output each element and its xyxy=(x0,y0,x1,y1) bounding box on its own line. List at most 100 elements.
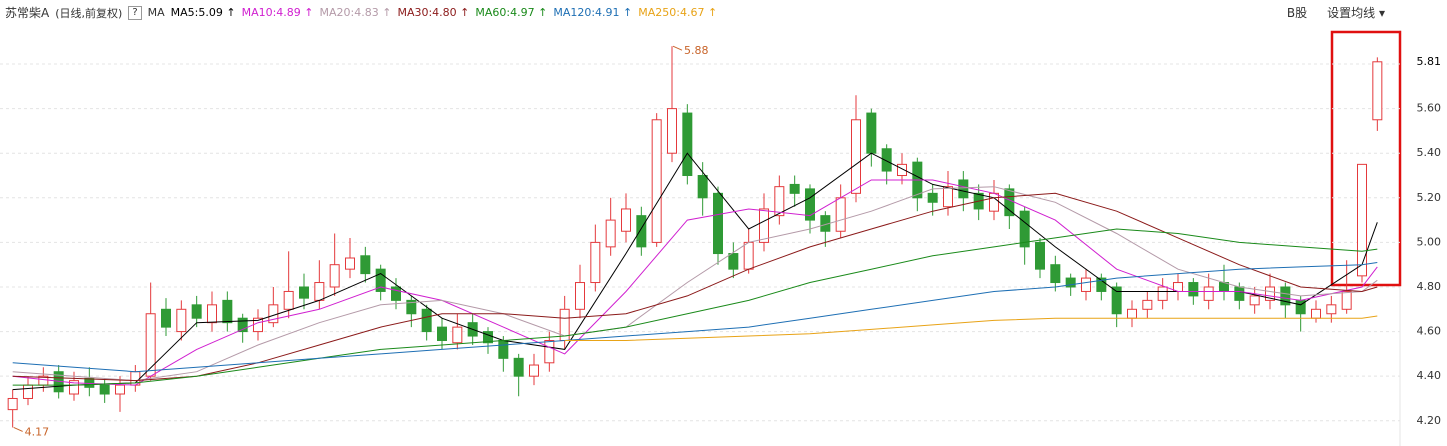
candle-body xyxy=(1357,163,1367,277)
candle-body xyxy=(283,290,294,310)
ma-legend: MA10:4.89 ↑ xyxy=(241,6,314,19)
candle-body xyxy=(222,299,233,324)
candle-body xyxy=(866,112,877,154)
candle-body xyxy=(406,299,417,315)
candle-body xyxy=(621,208,631,232)
candle-body xyxy=(1111,286,1122,315)
ma-legend: MA30:4.80 ↑ xyxy=(397,6,470,19)
b-share-link[interactable]: B股 xyxy=(1286,6,1308,20)
candle-body xyxy=(161,308,171,328)
candle-body xyxy=(329,264,340,288)
ma-line xyxy=(12,186,1378,382)
candle-body xyxy=(1081,277,1091,292)
candle-body xyxy=(1035,241,1045,270)
y-tick-label: 5.20 xyxy=(1417,191,1442,204)
candle-body xyxy=(989,192,999,212)
candle-body xyxy=(651,119,662,243)
candle-body xyxy=(1127,308,1137,319)
candle-body xyxy=(1203,286,1214,301)
ma-legend: MA5:5.09 ↑ xyxy=(170,6,236,19)
candle-body xyxy=(759,208,769,243)
ma-line xyxy=(12,228,1378,386)
stock-title: 苏常柴A xyxy=(5,6,50,20)
candle-body xyxy=(590,241,601,284)
chart-subtitle: (日线,前复权) xyxy=(55,6,123,20)
candle-body xyxy=(1234,286,1245,301)
y-tick-label: 5.60 xyxy=(1417,102,1442,115)
candle-body xyxy=(1311,308,1321,319)
annotation-arrow xyxy=(672,45,683,51)
candle-body xyxy=(1157,286,1168,301)
ma-line xyxy=(564,315,1378,341)
candle-body xyxy=(1050,264,1061,284)
candle-body xyxy=(774,186,785,217)
annotation-arrow xyxy=(13,427,23,432)
help-button[interactable]: ? xyxy=(128,5,142,20)
candle-body xyxy=(958,179,969,199)
candle-body xyxy=(1372,61,1383,121)
candle-body xyxy=(1004,188,1015,217)
candle-body xyxy=(421,308,432,333)
current-price: 5.81 xyxy=(1417,55,1442,68)
candle-body xyxy=(7,397,18,411)
candle-body xyxy=(605,219,616,248)
candle-body xyxy=(1188,282,1199,297)
candle-body xyxy=(544,340,555,364)
price-tag xyxy=(1414,54,1442,69)
candle-body xyxy=(943,186,953,208)
candle-body xyxy=(575,282,585,310)
candle-body xyxy=(115,384,125,395)
candle-body xyxy=(207,304,217,324)
candle-body xyxy=(881,148,892,172)
candle-body xyxy=(237,317,248,333)
candle-body xyxy=(391,286,401,301)
candle-body xyxy=(1096,277,1107,292)
candle-body xyxy=(314,282,325,301)
candle-body xyxy=(728,253,739,270)
candle-body xyxy=(69,380,79,395)
candle-body xyxy=(851,119,861,194)
ma-line xyxy=(12,152,1378,391)
candle-body xyxy=(927,192,938,203)
candle-body xyxy=(375,268,386,292)
candle-body xyxy=(636,215,647,248)
ma-line xyxy=(12,192,1378,382)
candle-body xyxy=(789,183,800,194)
y-tick-label: 4.20 xyxy=(1417,414,1442,427)
candle-body xyxy=(1280,286,1291,306)
candle-body xyxy=(1065,277,1076,288)
highlight-box xyxy=(1330,30,1402,287)
candle-body xyxy=(498,340,509,359)
candle-body xyxy=(897,163,907,177)
candle-body xyxy=(176,308,187,333)
y-tick-label: 5.00 xyxy=(1417,235,1442,248)
candle-body xyxy=(835,197,846,232)
candle-body xyxy=(513,357,524,377)
annotation-label: 4.17 xyxy=(25,425,49,438)
candle-body xyxy=(145,313,156,377)
candle-body xyxy=(299,286,309,299)
annotation-label: 5.88 xyxy=(684,44,709,57)
candle-body xyxy=(452,326,463,344)
ma-line xyxy=(12,179,1378,386)
candle-body xyxy=(1326,304,1337,315)
candle-body xyxy=(1341,290,1352,310)
ma-legend: MA20:4.83 ↑ xyxy=(319,6,392,19)
candle-body xyxy=(697,175,708,199)
ma-line xyxy=(12,262,1378,373)
candle-body xyxy=(805,188,815,221)
settings-label: 设置均线 xyxy=(1327,6,1376,20)
toolbar: B股 设置均线 ▾ xyxy=(1287,4,1385,21)
y-tick-label: 4.60 xyxy=(1417,325,1442,338)
candle-body xyxy=(529,364,539,377)
candle-body xyxy=(1019,210,1030,248)
candle-body xyxy=(682,112,693,177)
candle-body xyxy=(99,384,110,395)
candle-body xyxy=(483,331,493,344)
ma-settings[interactable]: 设置均线 ▾ xyxy=(1327,6,1385,20)
candle-body xyxy=(360,255,371,275)
ma-legend: MA250:4.67 ↑ xyxy=(638,6,718,19)
y-tick-label: 5.40 xyxy=(1417,146,1442,159)
candle-body xyxy=(23,384,33,399)
